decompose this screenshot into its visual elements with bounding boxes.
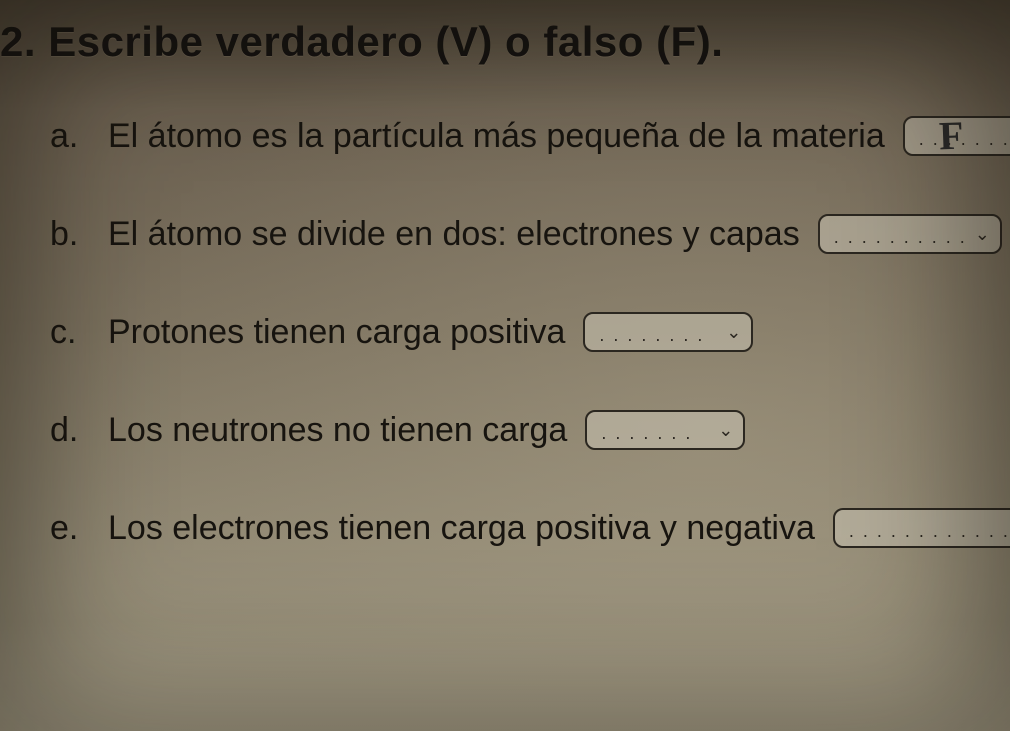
question-number: 2. bbox=[0, 18, 36, 65]
answer-dropdown-a[interactable]: . . . . . . . . F ⌄ bbox=[903, 116, 1010, 156]
question-list: a. El átomo es la partícula más pequeña … bbox=[0, 116, 980, 548]
item-text: El átomo es la partícula más pequeña de … bbox=[108, 117, 885, 156]
chevron-down-icon: ⌄ bbox=[726, 323, 741, 341]
answer-dropdown-d[interactable]: . . . . . . . ⌄ bbox=[585, 410, 745, 450]
worksheet-content: 2. Escribe verdadero (V) o falso (F). a.… bbox=[0, 0, 1010, 636]
question-item-a: a. El átomo es la partícula más pequeña … bbox=[50, 116, 980, 156]
item-text: Protones tienen carga positiva bbox=[108, 313, 565, 352]
item-letter: c. bbox=[50, 313, 90, 352]
question-title: 2. Escribe verdadero (V) o falso (F). bbox=[0, 18, 980, 66]
question-item-d: d. Los neutrones no tienen carga . . . .… bbox=[50, 410, 980, 450]
dropdown-placeholder-dots: . . . . . . . . . . bbox=[834, 228, 967, 246]
dropdown-placeholder-dots: . . . . . . . bbox=[601, 424, 692, 442]
dropdown-placeholder-dots: . . . . . . . . bbox=[599, 326, 704, 344]
item-letter: a. bbox=[50, 117, 90, 156]
question-item-c: c. Protones tienen carga positiva . . . … bbox=[50, 312, 980, 352]
answer-dropdown-e[interactable]: . . . . . . . . . . . . . . . ⌄ bbox=[833, 508, 1010, 548]
item-text: El átomo se divide en dos: electrones y … bbox=[108, 215, 800, 254]
dropdown-placeholder-dots: . . . . . . . . bbox=[919, 130, 1010, 148]
chevron-down-icon: ⌄ bbox=[975, 225, 990, 243]
chevron-down-icon: ⌄ bbox=[718, 421, 733, 439]
item-text: Los neutrones no tienen carga bbox=[108, 411, 567, 450]
dropdown-placeholder-dots: . . . . . . . . . . . . . . . bbox=[849, 522, 1010, 540]
question-title-text: Escribe verdadero (V) o falso (F). bbox=[48, 18, 723, 65]
answer-dropdown-b[interactable]: . . . . . . . . . . ⌄ bbox=[818, 214, 1002, 254]
item-letter: e. bbox=[50, 509, 90, 548]
item-letter: b. bbox=[50, 215, 90, 254]
item-letter: d. bbox=[50, 411, 90, 450]
question-item-b: b. El átomo se divide en dos: electrones… bbox=[50, 214, 980, 254]
answer-dropdown-c[interactable]: . . . . . . . . ⌄ bbox=[583, 312, 753, 352]
question-item-e: e. Los electrones tienen carga positiva … bbox=[50, 508, 980, 548]
item-text: Los electrones tienen carga positiva y n… bbox=[108, 509, 815, 548]
